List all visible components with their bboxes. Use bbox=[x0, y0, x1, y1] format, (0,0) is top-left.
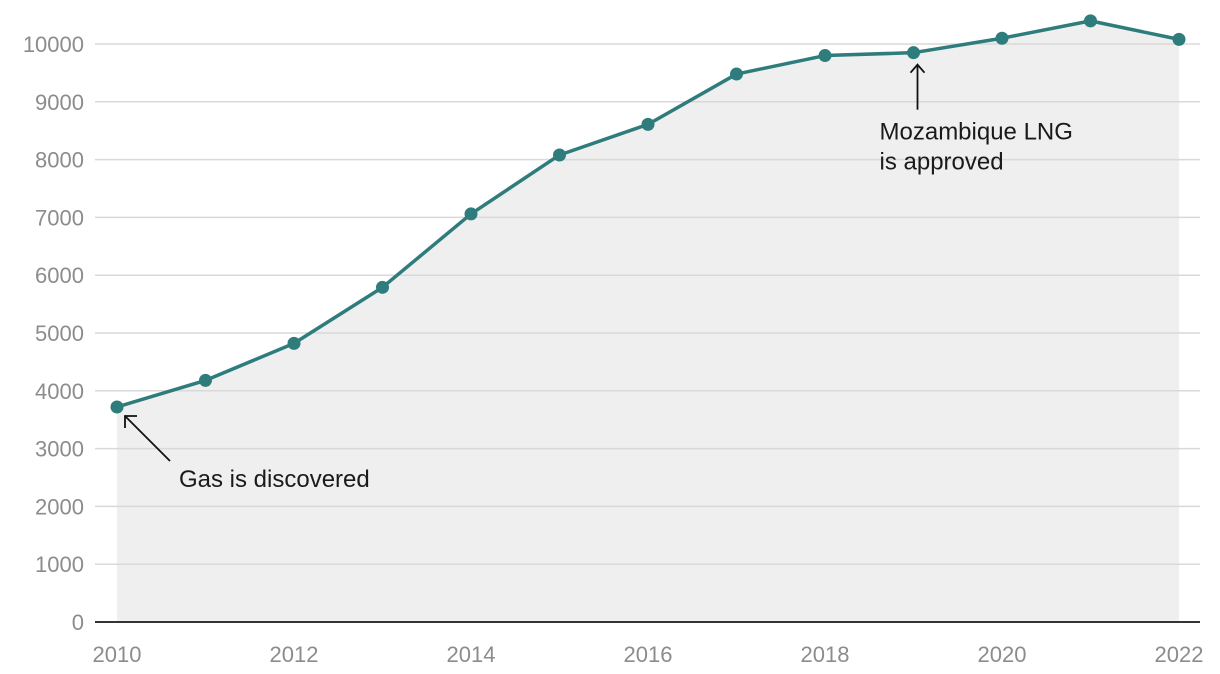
data-point-2012 bbox=[287, 336, 301, 350]
y-tick-label-5000: 5000 bbox=[35, 321, 84, 346]
x-tick-label-2012: 2012 bbox=[270, 642, 319, 667]
x-tick-label-2016: 2016 bbox=[624, 642, 673, 667]
y-tick-label-4000: 4000 bbox=[35, 379, 84, 404]
y-tick-label-2000: 2000 bbox=[35, 494, 84, 519]
data-point-2019 bbox=[907, 46, 920, 60]
data-point-2011 bbox=[199, 373, 212, 387]
y-tick-label-6000: 6000 bbox=[35, 263, 84, 288]
data-point-2016 bbox=[641, 117, 655, 131]
x-tick-label-2018: 2018 bbox=[801, 642, 850, 667]
data-point-2020 bbox=[995, 31, 1009, 45]
y-tick-label-10000: 10000 bbox=[23, 32, 84, 57]
y-tick-label-0: 0 bbox=[72, 610, 84, 635]
data-point-2015 bbox=[553, 148, 566, 162]
x-tick-label-2010: 2010 bbox=[93, 642, 142, 667]
data-point-2010 bbox=[110, 400, 124, 414]
data-point-2013 bbox=[376, 280, 389, 294]
y-tick-label-9000: 9000 bbox=[35, 90, 84, 115]
y-tick-label-1000: 1000 bbox=[35, 552, 84, 577]
x-tick-label-2020: 2020 bbox=[978, 642, 1027, 667]
data-point-2017 bbox=[730, 67, 743, 81]
annotation-label-gas-discovered: Gas is discovered bbox=[179, 466, 370, 493]
data-point-2014 bbox=[464, 207, 478, 221]
x-tick-label-2022: 2022 bbox=[1155, 642, 1204, 667]
annotation-label-lng-approved: is approved bbox=[880, 149, 1004, 176]
annotation-arrow-gas-discovered bbox=[124, 415, 171, 462]
annotation-label-lng-approved: Mozambique LNG bbox=[880, 119, 1073, 146]
y-tick-label-7000: 7000 bbox=[35, 205, 84, 230]
y-tick-label-8000: 8000 bbox=[35, 148, 84, 173]
y-tick-label-3000: 3000 bbox=[35, 437, 84, 462]
data-point-2018 bbox=[818, 49, 832, 63]
x-tick-label-2014: 2014 bbox=[447, 642, 496, 667]
area-fill bbox=[117, 20, 1179, 622]
data-point-2022 bbox=[1172, 32, 1186, 46]
annotation-arrow-lng-approved bbox=[909, 63, 926, 110]
data-point-2021 bbox=[1084, 14, 1097, 28]
